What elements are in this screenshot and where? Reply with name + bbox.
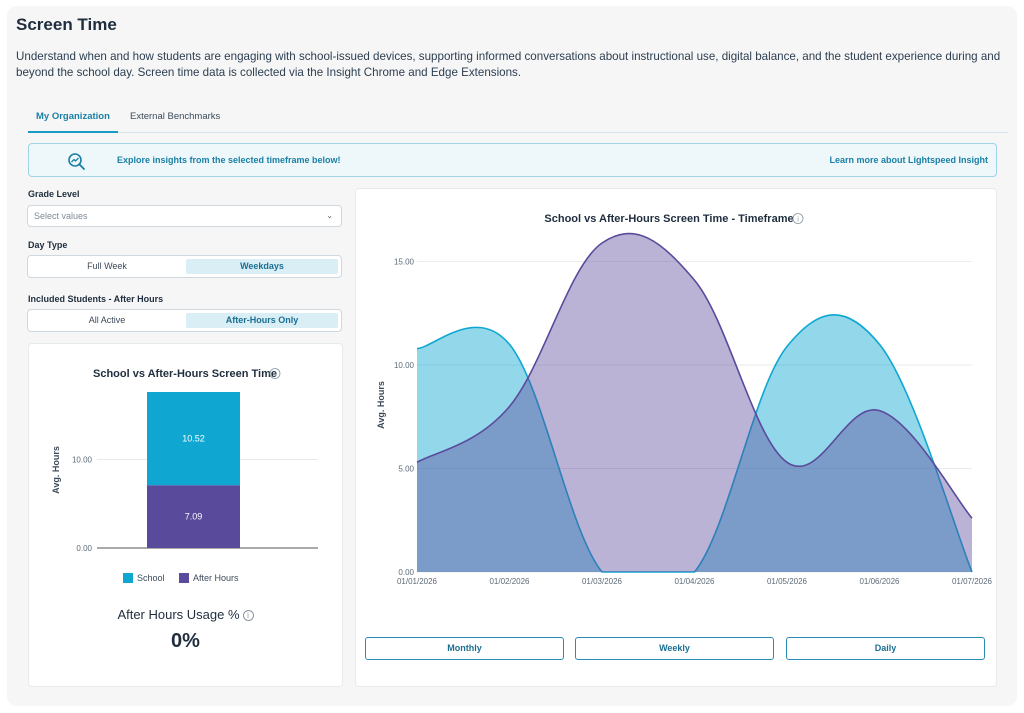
area-fill-after-hours (417, 233, 972, 572)
after-hours-usage-value: 0% (171, 630, 200, 652)
page-description: Understand when and how students are eng… (16, 50, 1001, 79)
weekly-button[interactable]: Weekly (575, 637, 774, 660)
bar-data-label: 7.09 (185, 512, 203, 522)
bar-data-label: 10.52 (182, 434, 205, 444)
legend-swatch-after-hours (179, 573, 189, 583)
learn-more-link[interactable]: Learn more about Lightspeed Insight (829, 155, 988, 165)
day-type-label: Day Type (28, 240, 68, 250)
after-hours-usage-title: After Hours Usage % i (28, 607, 343, 622)
bar-y-tick-label: 10.00 (72, 455, 93, 464)
area-line-after-hours (416, 232, 973, 519)
legend-label: After Hours (193, 573, 239, 583)
bar-chart-info-glyph: i (274, 372, 276, 379)
tab-external-benchmarks[interactable]: External Benchmarks (130, 111, 221, 122)
bar-segment-school (147, 392, 240, 486)
area-y-axis-label: Avg. Hours (376, 381, 386, 429)
grade-level-select[interactable]: Select values ⌄ (27, 205, 342, 227)
area-y-tick-label: 0.00 (398, 568, 414, 577)
tab-bar: My Organization External Benchmarks (28, 109, 1008, 133)
students-all-active[interactable]: All Active (88, 315, 126, 325)
bar-y-axis-label: Avg. Hours (51, 446, 61, 494)
day-type-weekdays[interactable]: Weekdays (186, 259, 338, 274)
search-chart-icon (68, 153, 85, 170)
day-type-full-week[interactable]: Full Week (87, 261, 127, 271)
area-x-tick-label: 01/03/2026 (582, 577, 623, 586)
area-x-tick-label: 01/06/2026 (859, 577, 900, 586)
active-tab-indicator (28, 131, 118, 133)
students-after-hours-only[interactable]: After-Hours Only (186, 313, 338, 328)
bar-chart-title: School vs After-Hours Screen Time (93, 368, 277, 380)
grade-level-placeholder: Select values (34, 211, 88, 221)
timeframe-chart-panel (355, 188, 997, 687)
bar-segment-after-hours (147, 485, 240, 548)
banner-text: Explore insights from the selected timef… (117, 155, 341, 165)
chevron-down-icon: ⌄ (326, 211, 333, 220)
after-hours-usage-label: After Hours Usage % (117, 607, 240, 622)
area-chart-info-glyph: i (797, 217, 799, 224)
daily-button[interactable]: Daily (786, 637, 985, 660)
grade-level-label: Grade Level (28, 189, 80, 199)
area-chart-info-icon (792, 213, 804, 224)
area-chart-title: School vs After-Hours Screen Time - Time… (544, 213, 793, 225)
tab-my-organization[interactable]: My Organization (36, 111, 110, 122)
area-x-tick-label: 01/05/2026 (767, 577, 808, 586)
legend-swatch-school (123, 573, 133, 583)
area-line-school (416, 314, 973, 573)
area-x-tick-label: 01/01/2026 (397, 577, 438, 586)
insights-banner: Explore insights from the selected timef… (28, 143, 997, 177)
legend-label: School (137, 573, 165, 583)
area-x-tick-label: 01/07/2026 (952, 577, 993, 586)
timeframe-area-chart: School vs After-Hours Screen Time - Time… (376, 213, 993, 586)
area-y-tick-label: 10.00 (394, 361, 415, 370)
area-y-tick-label: 15.00 (394, 258, 415, 267)
included-students-toggle: All Active After-Hours Only (27, 309, 342, 332)
bar-chart-info-icon (269, 368, 281, 379)
area-x-tick-label: 01/02/2026 (489, 577, 530, 586)
area-fill-school (417, 314, 972, 572)
info-icon[interactable]: i (242, 610, 254, 621)
monthly-button[interactable]: Monthly (365, 637, 564, 660)
area-x-tick-label: 01/04/2026 (674, 577, 715, 586)
area-y-tick-label: 5.00 (398, 465, 414, 474)
included-students-label: Included Students - After Hours (28, 294, 164, 304)
day-type-toggle: Full Week Weekdays (27, 255, 342, 278)
page-title: Screen Time (16, 15, 117, 34)
bar-y-tick-label: 0.00 (76, 544, 92, 553)
